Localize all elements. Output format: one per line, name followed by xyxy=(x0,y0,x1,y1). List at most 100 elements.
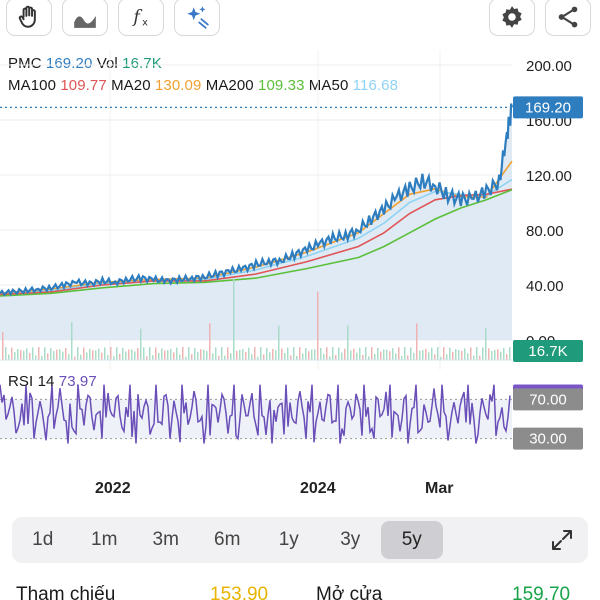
y-tick-label: 120.00 xyxy=(526,168,572,185)
volume-bar xyxy=(464,348,466,360)
range-6m[interactable]: 6m xyxy=(214,529,241,550)
volume-bar xyxy=(95,350,97,360)
volume-bar xyxy=(248,347,250,360)
ai-assist-button[interactable] xyxy=(174,0,220,36)
volume-bar xyxy=(353,348,355,360)
volume-bar xyxy=(53,351,55,360)
volume-bar xyxy=(179,354,181,360)
volume-bar xyxy=(476,347,478,360)
volume-bar xyxy=(149,347,151,360)
volume-bar xyxy=(227,347,229,360)
volume-bar xyxy=(113,356,115,360)
expand-icon[interactable] xyxy=(550,528,574,552)
volume-bar xyxy=(380,351,382,360)
volume-bar xyxy=(131,349,133,360)
volume-bar xyxy=(86,352,88,360)
price-value: 169.20 xyxy=(45,55,93,72)
ma-legend: MA100 109.77 MA20 130.09 MA200 109.33 MA… xyxy=(8,77,398,94)
range-3y[interactable]: 3y xyxy=(340,529,361,550)
ma200-label: MA200 xyxy=(205,77,254,94)
volume-bar xyxy=(263,354,265,360)
volume-bar xyxy=(473,355,475,360)
chart-style-button[interactable] xyxy=(62,0,108,36)
range-1d[interactable]: 1d xyxy=(32,529,54,550)
volume-bar xyxy=(89,348,91,360)
chart-svg[interactable]: 200.00160.00120.0080.0040.000.0020222024… xyxy=(0,50,600,510)
volume-bar xyxy=(329,356,331,360)
volume-bar xyxy=(395,353,397,360)
volume-bar xyxy=(116,347,118,360)
open-value: 159.70 xyxy=(512,584,571,600)
volume-bar xyxy=(71,322,73,360)
range-3m[interactable]: 3m xyxy=(152,529,179,550)
volume-bar xyxy=(317,291,319,360)
volume-bar xyxy=(104,347,106,360)
volume-bar xyxy=(125,351,127,360)
volume-bar xyxy=(191,354,193,360)
ma-line-ma200 xyxy=(0,188,513,297)
volume-bar xyxy=(251,354,253,360)
volume-bar xyxy=(320,347,322,360)
volume-bar xyxy=(203,349,205,360)
y-tick-label: 200.00 xyxy=(526,58,572,75)
volume-badge-bg xyxy=(513,340,583,362)
volume-bar xyxy=(443,347,445,360)
share-button[interactable] xyxy=(545,0,591,36)
volume-bar xyxy=(17,349,19,360)
range-1y[interactable]: 1y xyxy=(278,529,299,550)
volume-bar xyxy=(344,348,346,360)
volume-bar xyxy=(215,347,217,360)
rsi-lower-badge-bg xyxy=(513,427,583,450)
volume-bar xyxy=(500,351,502,360)
volume-bar xyxy=(101,352,103,360)
volume-bar xyxy=(122,348,124,360)
volume-bar xyxy=(206,351,208,360)
volume-bar xyxy=(284,352,286,360)
range-1m[interactable]: 1m xyxy=(91,529,118,550)
volume-bar xyxy=(296,356,298,360)
volume-bar xyxy=(413,352,415,360)
price-chart[interactable]: 200.00160.00120.0080.0040.000.0020222024… xyxy=(0,50,600,510)
settings-button[interactable] xyxy=(489,0,535,36)
ma20-value: 130.09 xyxy=(154,77,202,94)
volume-bar xyxy=(35,355,37,360)
volume-bar xyxy=(146,356,148,360)
volume-bar xyxy=(56,349,58,360)
volume-bar xyxy=(38,347,40,360)
volume-bar xyxy=(416,323,418,360)
volume-bar xyxy=(50,348,52,360)
volume-bar xyxy=(44,347,46,360)
ticker-label: PMC xyxy=(8,55,42,72)
volume-badge: 16.7K xyxy=(528,343,567,360)
volume-bar xyxy=(47,353,49,360)
volume-bar xyxy=(398,347,400,360)
y-tick-label: 80.00 xyxy=(526,223,564,240)
price-line xyxy=(0,103,514,297)
volume-bar xyxy=(278,325,280,360)
hand-tool-button[interactable] xyxy=(6,0,52,36)
volume-bar xyxy=(350,350,352,360)
volume-bar xyxy=(11,347,13,360)
volume-bar xyxy=(356,352,358,360)
volume-bar xyxy=(290,355,292,360)
volume-bar xyxy=(152,355,154,360)
volume-bar xyxy=(302,353,304,360)
volume-bar xyxy=(509,347,511,360)
volume-bar xyxy=(209,323,211,360)
y-tick-label: 40.00 xyxy=(526,278,564,295)
open-label: Mở cửa xyxy=(316,584,383,600)
volume-bar xyxy=(83,347,85,360)
hand-icon xyxy=(18,5,36,28)
volume-bar xyxy=(161,348,163,360)
volume-bar xyxy=(422,350,424,360)
x-tick-label: 2024 xyxy=(300,480,336,497)
volume-bar xyxy=(23,350,25,360)
range-5y[interactable]: 5y xyxy=(381,521,443,559)
volume-bar xyxy=(77,347,79,360)
volume-bar xyxy=(200,349,202,360)
volume-bar xyxy=(224,355,226,360)
volume-bar xyxy=(74,356,76,360)
